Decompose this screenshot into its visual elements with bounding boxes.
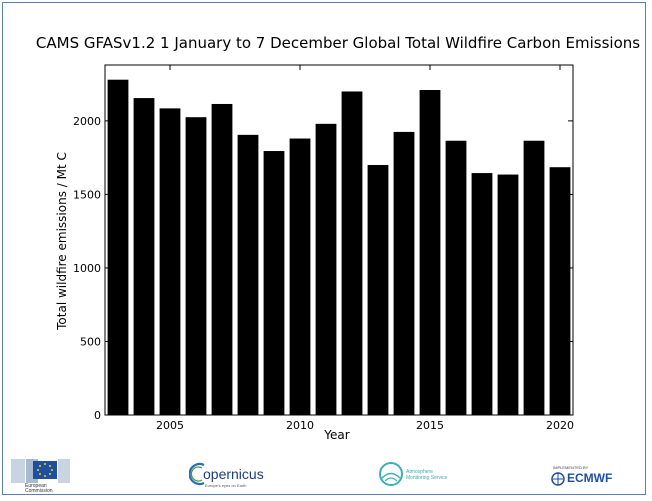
chart-title: CAMS GFASv1.2 1 January to 7 December Gl… [36,34,640,52]
bar-2017 [471,173,493,415]
bar-2008 [237,134,259,415]
bar-2011 [315,123,337,415]
bar-2009 [263,151,285,415]
x-tick-label-2005: 2005 [156,419,184,432]
atmosphere-line2: Monitoring Service [406,475,448,481]
copernicus-logo: opernicus Europe's eyes on Earth [189,461,269,493]
bar-2014 [393,131,415,416]
y-tick-label-0: 0 [94,409,101,422]
plot-frame [104,64,574,416]
x-tick-label-2010: 2010 [286,419,314,432]
bar-2020 [549,167,571,415]
x-tick-label-2015: 2015 [416,419,444,432]
atmosphere-icon [379,462,403,486]
eu-label-line1: European [25,483,47,489]
y-tick-label-2000: 2000 [73,115,101,128]
bar-2019 [523,140,545,415]
ecmwf-name: ECMWF [567,471,613,485]
atmosphere-line1: Atmosphere [406,469,433,475]
bar-2006 [185,117,207,416]
bar-2003 [107,79,129,416]
bar-2010 [289,138,311,415]
y-tick-label-1500: 1500 [73,188,101,201]
atmosphere-monitoring-logo: Atmosphere Monitoring Service [378,461,458,493]
copernicus-name: opernicus [203,466,264,482]
bar-2013 [367,165,389,415]
bar-chart: CAMS GFASv1.2 1 January to 7 December Gl… [36,34,640,442]
bar-2016 [445,140,467,415]
bar-2018 [497,174,519,415]
footer-logos: European Commission opernicus Europe's e… [3,455,647,495]
copernicus-tagline: Europe's eyes on Earth [205,483,247,488]
eu-flag-icon [11,459,70,483]
bar-2004 [133,98,155,416]
bar-2005 [159,108,181,415]
x-tick-label-2020: 2020 [546,419,574,432]
implemented-by-label: IMPLEMENTED BY [553,465,589,470]
bar-2007 [211,103,233,416]
ecmwf-globe-icon [551,472,565,486]
ecmwf-logo: IMPLEMENTED BY ECMWF [547,463,627,491]
bar-2012 [341,91,363,416]
european-commission-logo: European Commission [11,459,71,495]
x-axis-label: Year [323,428,349,442]
bar-2015 [419,90,441,415]
plot-area: 0 500 1000 1500 2000 2005 2010 2015 2020 [73,64,574,432]
figure-frame: CAMS GFASv1.2 1 January to 7 December Gl… [2,2,646,495]
copernicus-c-icon [189,462,205,486]
y-tick-label-500: 500 [80,335,101,348]
eu-label-line2: Commission [25,488,53,494]
y-axis-label: Total wildfire emissions / Mt C [55,152,69,331]
y-tick-label-1000: 1000 [73,262,101,275]
